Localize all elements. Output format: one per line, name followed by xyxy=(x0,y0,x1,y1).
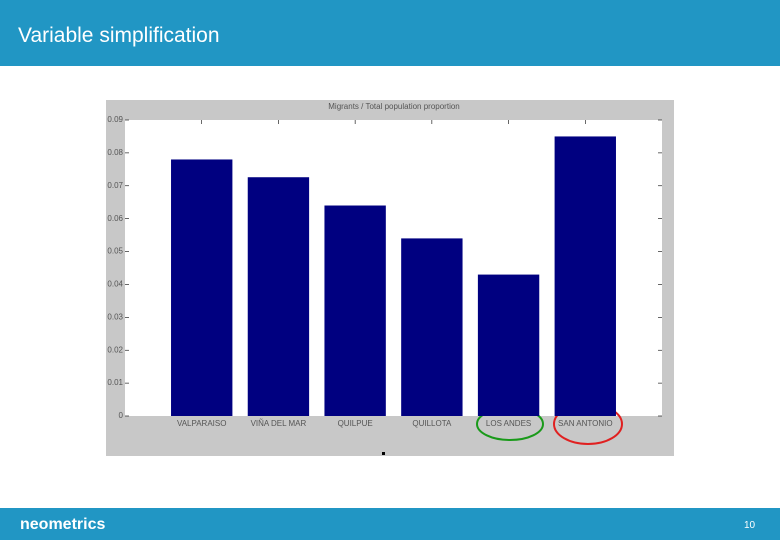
y-tick-label: 0.09 xyxy=(107,115,123,124)
bar xyxy=(477,274,540,416)
x-tick-label: QUILLOTA xyxy=(412,419,452,428)
y-tick-label: 0.05 xyxy=(107,247,123,256)
x-tick-label: SAN ANTONIO xyxy=(558,419,613,428)
bar xyxy=(401,238,463,416)
y-tick-label: 0.07 xyxy=(107,181,123,190)
marker xyxy=(382,452,385,455)
page-number: 10 xyxy=(744,520,756,531)
x-tick-label: LOS ANDES xyxy=(486,419,531,428)
y-tick-label: 0 xyxy=(119,411,124,420)
bar xyxy=(171,159,233,416)
slide-title: Variable simplification xyxy=(18,24,220,47)
y-tick-label: 0.06 xyxy=(107,214,123,223)
footer-text: neometrics xyxy=(20,516,106,533)
bar xyxy=(324,205,386,416)
header-bar xyxy=(0,0,780,66)
bar xyxy=(554,136,616,416)
y-tick-label: 0.04 xyxy=(107,280,123,289)
y-tick-label: 0.01 xyxy=(107,378,123,387)
y-tick-label: 0.08 xyxy=(107,148,123,157)
bar xyxy=(247,177,310,416)
x-tick-label: VIÑA DEL MAR xyxy=(251,419,307,428)
x-tick-label: QUILPUE xyxy=(338,419,373,428)
chart-title: Migrants / Total population proportion xyxy=(328,102,460,111)
footer-bar xyxy=(0,508,780,540)
y-tick-label: 0.03 xyxy=(107,312,123,321)
y-tick-label: 0.02 xyxy=(107,345,123,354)
x-tick-label: VALPARAISO xyxy=(177,419,227,428)
